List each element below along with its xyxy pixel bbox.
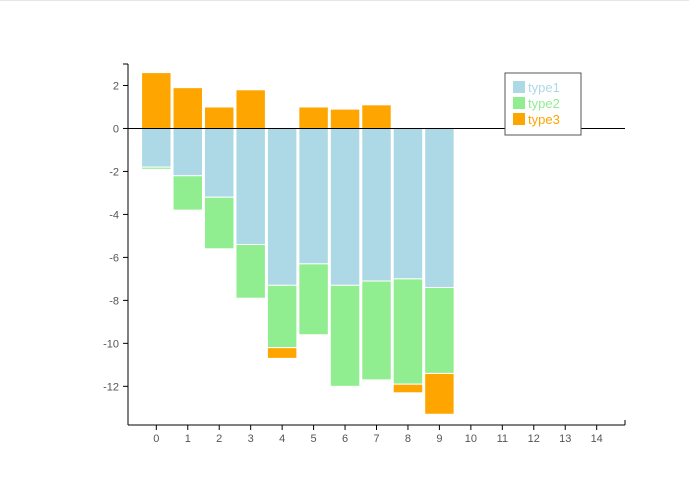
bar-type3 — [141, 72, 172, 129]
x-tick-label: 3 — [248, 433, 254, 445]
bar-type1 — [392, 127, 424, 280]
legend-label-type1: type1 — [528, 80, 560, 95]
x-tick-label: 14 — [591, 433, 603, 445]
bar-type2 — [392, 278, 424, 385]
legend-label-type2: type2 — [528, 96, 560, 111]
y-tick-label: 2 — [113, 80, 119, 92]
y-tick-label: -4 — [109, 209, 119, 221]
x-tick-label: 9 — [436, 433, 442, 445]
bar-type1 — [203, 127, 235, 198]
bar-type3 — [172, 87, 203, 129]
bar-type3 — [329, 108, 361, 129]
x-tick-label: 2 — [216, 433, 222, 445]
legend-swatch-type1 — [513, 81, 525, 93]
legend-swatch-type2 — [513, 97, 525, 109]
x-tick-label: 6 — [342, 433, 348, 445]
bar-type3 — [203, 106, 235, 129]
legend-label-type3: type3 — [528, 112, 560, 127]
x-tick-label: 12 — [528, 433, 540, 445]
bar-type1 — [266, 127, 298, 286]
bar-type3 — [235, 89, 266, 129]
legend-swatch-type3 — [513, 113, 525, 125]
x-tick-label: 11 — [497, 433, 508, 445]
bar-type2 — [172, 175, 203, 211]
x-tick-label: 8 — [405, 433, 411, 445]
x-tick-label: 1 — [185, 433, 191, 445]
y-tick-label: -12 — [103, 381, 119, 393]
bar-type2 — [141, 166, 172, 170]
bar-type2 — [424, 286, 455, 374]
bar-type2 — [298, 263, 329, 336]
bar-type3 — [361, 104, 392, 129]
bar-type3 — [424, 372, 455, 415]
y-tick-label: -2 — [109, 166, 119, 178]
bar-type3 — [392, 383, 424, 394]
bar-type1 — [361, 127, 392, 282]
bar-type1 — [298, 127, 329, 265]
bar-type3 — [266, 347, 298, 359]
bar-type2 — [266, 284, 298, 349]
bar-type1 — [172, 127, 203, 177]
bar-type2 — [361, 280, 392, 381]
x-tick-label: 10 — [465, 433, 477, 445]
bar-type3 — [298, 106, 329, 129]
bar-type1 — [329, 127, 361, 286]
x-tick-label: 7 — [373, 433, 379, 445]
bar-type1 — [141, 127, 172, 168]
top-border — [0, 0, 689, 1]
x-tick-label: 0 — [153, 433, 159, 445]
x-tick-label: 4 — [279, 433, 285, 445]
y-tick-label: -10 — [103, 338, 119, 350]
y-tick-label: -6 — [109, 252, 119, 264]
y-tick-label: 0 — [113, 123, 119, 135]
bar-type2 — [203, 196, 235, 250]
y-tick-label: -8 — [109, 295, 119, 307]
x-tick-label: 13 — [559, 433, 571, 445]
bar-type2 — [329, 284, 361, 387]
bar-type1 — [424, 127, 455, 288]
bar-type1 — [235, 127, 266, 245]
x-tick-label: 5 — [311, 433, 317, 445]
bar-type2 — [235, 244, 266, 299]
